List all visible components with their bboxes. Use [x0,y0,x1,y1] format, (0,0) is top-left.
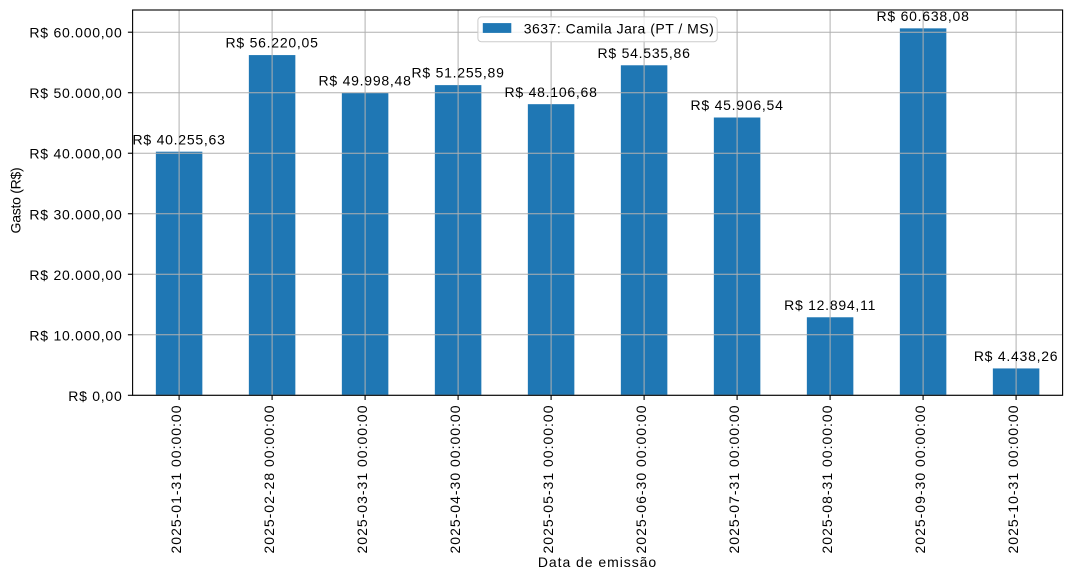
svg-text:2025-10-31 00:00:00: 2025-10-31 00:00:00 [1005,405,1021,554]
svg-text:2025-01-31 00:00:00: 2025-01-31 00:00:00 [168,405,184,554]
svg-text:R$ 30.000,00: R$ 30.000,00 [29,206,122,222]
svg-text:2025-07-31 00:00:00: 2025-07-31 00:00:00 [726,405,742,554]
svg-text:R$ 10.000,00: R$ 10.000,00 [29,327,122,343]
svg-text:R$ 54.535,86: R$ 54.535,86 [598,45,691,61]
svg-text:R$ 45.906,54: R$ 45.906,54 [691,97,784,113]
svg-text:R$ 12.894,11: R$ 12.894,11 [784,297,876,313]
svg-text:R$ 49.998,48: R$ 49.998,48 [319,72,412,88]
svg-text:R$ 48.106,68: R$ 48.106,68 [505,84,598,100]
svg-text:R$ 0,00: R$ 0,00 [68,388,122,404]
svg-text:2025-06-30 00:00:00: 2025-06-30 00:00:00 [633,405,649,554]
svg-text:Data de emissão: Data de emissão [538,554,657,570]
svg-text:2025-02-28 00:00:00: 2025-02-28 00:00:00 [261,405,277,554]
svg-text:R$ 4.438,26: R$ 4.438,26 [974,348,1059,364]
svg-text:2025-05-31 00:00:00: 2025-05-31 00:00:00 [540,405,556,554]
svg-text:R$ 56.220,05: R$ 56.220,05 [226,35,319,51]
svg-text:R$ 51.255,89: R$ 51.255,89 [412,65,505,81]
svg-text:Gasto (R$): Gasto (R$) [8,168,24,234]
svg-text:R$ 40.255,63: R$ 40.255,63 [133,131,226,147]
svg-text:3637: Camila Jara (PT / MS): 3637: Camila Jara (PT / MS) [524,20,715,36]
svg-text:2025-04-30 00:00:00: 2025-04-30 00:00:00 [447,404,463,553]
svg-text:2025-08-31 00:00:00: 2025-08-31 00:00:00 [819,405,835,554]
svg-text:R$ 20.000,00: R$ 20.000,00 [29,267,122,283]
svg-text:R$ 50.000,00: R$ 50.000,00 [29,85,122,101]
svg-text:2025-09-30 00:00:00: 2025-09-30 00:00:00 [912,405,928,554]
svg-text:R$ 60.000,00: R$ 60.000,00 [29,25,122,41]
svg-text:R$ 40.000,00: R$ 40.000,00 [29,146,122,162]
svg-text:2025-03-31 00:00:00: 2025-03-31 00:00:00 [354,404,370,553]
svg-text:R$ 60.638,08: R$ 60.638,08 [877,8,970,24]
